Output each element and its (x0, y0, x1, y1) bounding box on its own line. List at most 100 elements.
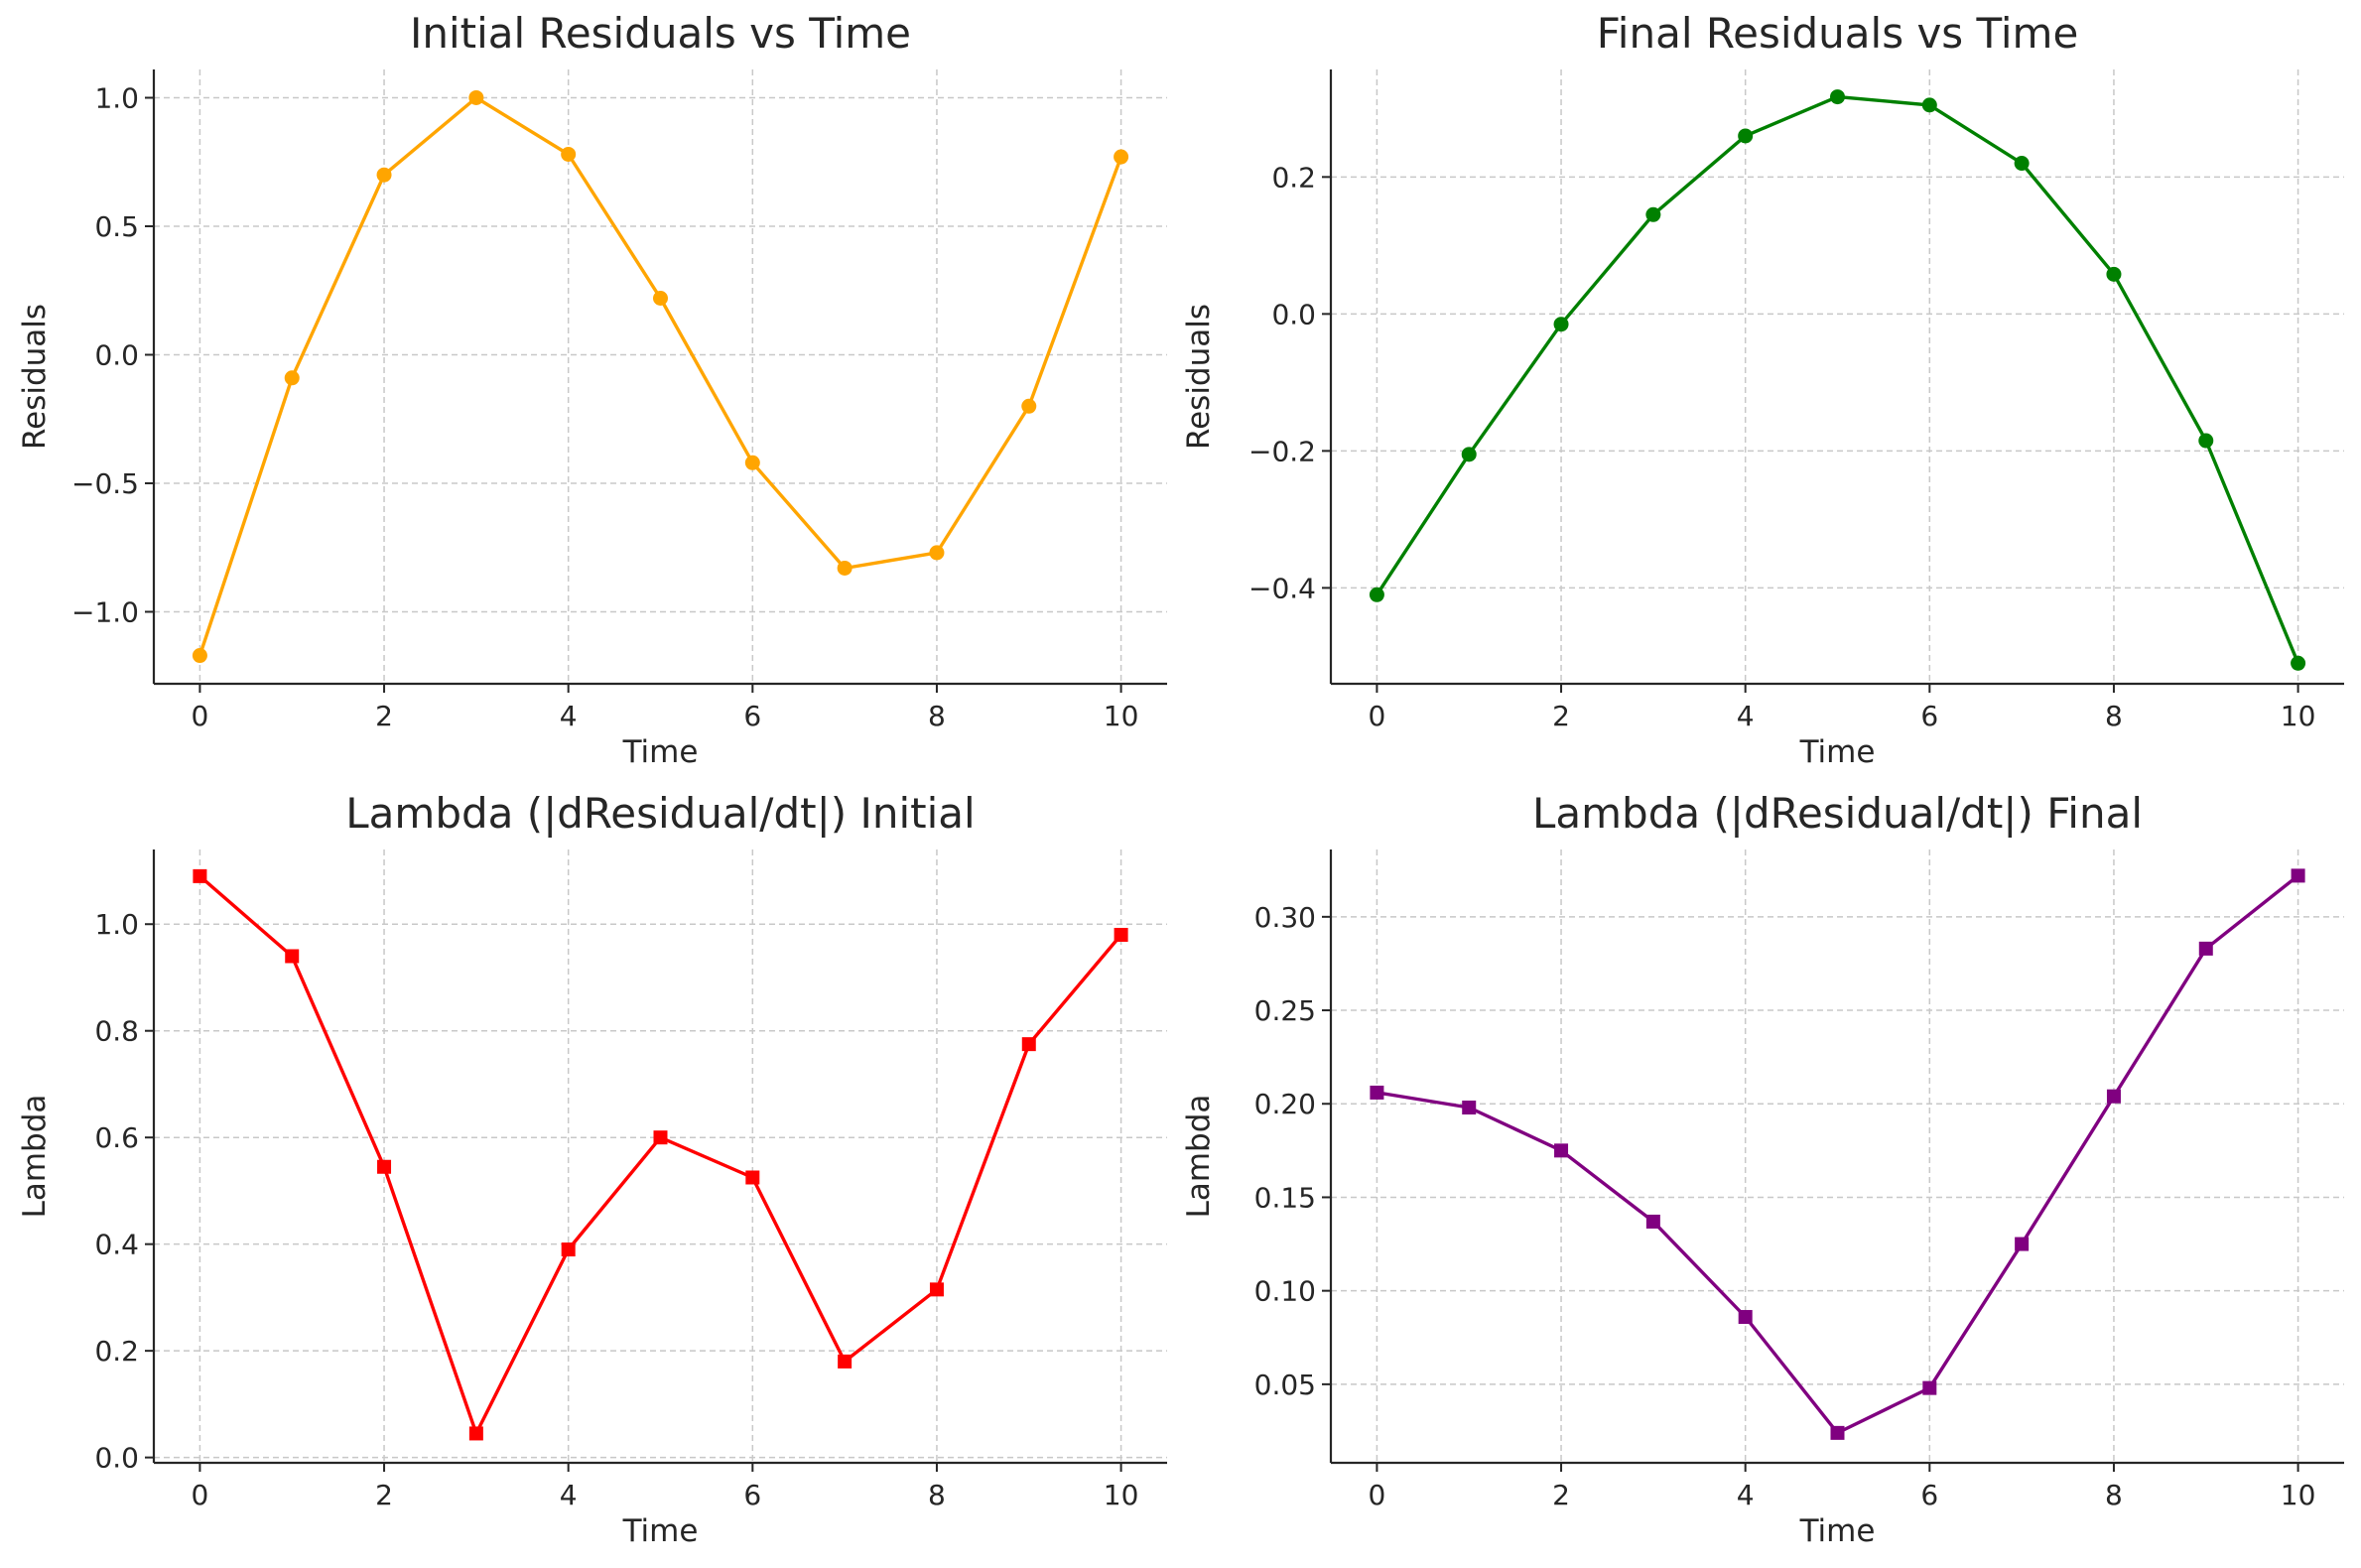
initial-residuals-y-tick-label: 0.0 (94, 338, 139, 371)
initial-residuals-y-tick-label: 1.0 (94, 81, 139, 114)
lambda-final-x-tick-label: 4 (1737, 1479, 1755, 1511)
lambda-initial-title: Lambda (|dResidual/dt|) Initial (345, 789, 975, 838)
final-residuals-data-point (1645, 206, 1661, 222)
initial-residuals-data-point (1021, 398, 1037, 414)
final-residuals-data-point (1830, 89, 1845, 105)
final-residuals-y-tick-label: 0.2 (1271, 161, 1316, 194)
lambda-initial-data-point (929, 1282, 944, 1297)
initial-residuals-x-tick-label: 4 (560, 700, 578, 732)
initial-residuals-data-point (929, 545, 945, 561)
lambda-initial-y-tick-label: 0.0 (94, 1442, 139, 1475)
lambda-initial-y-tick-label: 0.8 (94, 1015, 139, 1048)
final-residuals-x-axis-label: Time (1799, 734, 1876, 770)
lambda-initial-data-point (285, 949, 300, 964)
lambda-initial-data-point (745, 1170, 760, 1185)
lambda-final-x-tick-label: 10 (2281, 1479, 2316, 1511)
initial-residuals-x-tick-label: 0 (191, 700, 208, 732)
final-residuals-y-tick-label: −0.2 (1248, 435, 1316, 467)
final-residuals-x-tick-label: 8 (2105, 700, 2123, 732)
final-residuals-data-point (2106, 266, 2122, 282)
lambda-final-y-tick-label: 0.15 (1254, 1181, 1316, 1214)
final-residuals-data-point (2291, 655, 2306, 671)
lambda-final-x-tick-label: 0 (1368, 1479, 1385, 1511)
lambda-final-data-point (1830, 1425, 1845, 1440)
lambda-initial-y-tick-label: 0.6 (94, 1121, 139, 1154)
lambda-final-data-point (1738, 1310, 1753, 1325)
initial-residuals-data-point (1114, 149, 1129, 165)
initial-residuals-data-point (468, 89, 484, 105)
lambda-initial-y-tick-label: 0.4 (94, 1229, 139, 1261)
initial-residuals-y-tick-label: −0.5 (71, 467, 139, 500)
lambda-initial-y-tick-label: 1.0 (94, 908, 139, 941)
lambda-final-y-axis-label: Lambda (1181, 1095, 1217, 1219)
initial-residuals-data-point (192, 648, 207, 664)
lambda-final-data-point (1645, 1214, 1660, 1229)
final-residuals-data-point (2198, 433, 2214, 449)
final-residuals-x-tick-label: 0 (1368, 700, 1385, 732)
initial-residuals-x-axis-label: Time (622, 734, 699, 770)
final-residuals-x-tick-label: 2 (1552, 700, 1570, 732)
chart-lambda-initial: 0 2 4 6 8 10 0.0 0.2 0.4 0.6 0.8 1.0 Lambda (|dResid… (17, 789, 1167, 1549)
lambda-final-x-tick-label: 8 (2105, 1479, 2123, 1511)
initial-residuals-x-tick-label: 2 (375, 700, 393, 732)
lambda-initial-data-point (1114, 927, 1128, 942)
lambda-final-title: Lambda (|dResidual/dt|) Final (1532, 789, 2143, 838)
initial-residuals-title: Initial Residuals vs Time (410, 9, 911, 58)
lambda-final-y-tick-label: 0.05 (1254, 1369, 1316, 1401)
lambda-initial-data-point (838, 1354, 853, 1369)
lambda-initial-data-point (1021, 1037, 1036, 1052)
lambda-final-data-point (1462, 1101, 1477, 1115)
lambda-initial-data-point (468, 1426, 483, 1441)
final-residuals-title: Final Residuals vs Time (1597, 9, 2079, 58)
lambda-initial-y-tick-label: 0.2 (94, 1335, 139, 1368)
initial-residuals-data-point (284, 370, 300, 386)
initial-residuals-y-axis-label: Residuals (17, 304, 53, 450)
lambda-final-data-point (1554, 1143, 1569, 1158)
lambda-final-y-tick-label: 0.30 (1254, 901, 1316, 934)
final-residuals-data-point (1921, 97, 1937, 113)
lambda-initial-x-tick-label: 6 (743, 1479, 761, 1511)
lambda-initial-x-axis-label: Time (622, 1513, 699, 1549)
lambda-initial-data-point (653, 1130, 668, 1145)
final-residuals-data-point (1369, 587, 1384, 602)
lambda-initial-data-point (377, 1159, 392, 1174)
final-residuals-x-tick-label: 10 (2281, 700, 2316, 732)
lambda-initial-x-tick-label: 0 (191, 1479, 208, 1511)
lambda-final-data-point (1370, 1085, 1384, 1100)
chart-initial-residuals: 0 2 4 6 8 10 −1.0 −0.5 0.0 0.5 1.0 Initial Residual… (17, 9, 1167, 770)
lambda-final-x-axis-label: Time (1799, 1513, 1876, 1549)
lambda-final-data-point (2015, 1237, 2030, 1251)
chart-final-residuals: 0 2 4 6 8 10 −0.4 −0.2 0.0 0.2 Final Residuals vs … (1181, 9, 2344, 770)
final-residuals-y-tick-label: 0.0 (1271, 298, 1316, 330)
initial-residuals-data-point (837, 560, 853, 576)
final-residuals-x-tick-label: 4 (1737, 700, 1755, 732)
lambda-final-x-tick-label: 2 (1552, 1479, 1570, 1511)
initial-residuals-x-tick-label: 6 (743, 700, 761, 732)
lambda-final-data-point (2291, 868, 2305, 883)
final-residuals-y-axis-label: Residuals (1181, 304, 1217, 450)
final-residuals-data-point (1461, 447, 1477, 462)
lambda-initial-x-tick-label: 2 (375, 1479, 393, 1511)
lambda-final-data-point (1922, 1380, 1937, 1395)
initial-residuals-data-point (744, 455, 760, 470)
initial-residuals-y-tick-label: 0.5 (94, 210, 139, 243)
initial-residuals-data-point (376, 167, 392, 183)
lambda-final-y-tick-label: 0.25 (1254, 994, 1316, 1027)
lambda-initial-data-point (561, 1242, 576, 1257)
lambda-final-x-tick-label: 6 (1920, 1479, 1938, 1511)
initial-residuals-data-point (561, 146, 577, 162)
final-residuals-y-tick-label: −0.4 (1248, 572, 1316, 604)
final-residuals-data-point (1738, 128, 1754, 144)
lambda-initial-x-tick-label: 10 (1104, 1479, 1139, 1511)
initial-residuals-x-tick-label: 8 (928, 700, 946, 732)
chart-lambda-final: 0 2 4 6 8 10 0.05 0.10 0.15 0.20 0.25 0.30 Lambda (|… (1181, 789, 2344, 1549)
final-residuals-data-point (2014, 156, 2030, 172)
initial-residuals-x-tick-label: 10 (1104, 700, 1139, 732)
initial-residuals-y-tick-label: −1.0 (71, 595, 139, 628)
final-residuals-data-point (1553, 317, 1569, 332)
lambda-initial-data-point (193, 868, 207, 883)
lambda-final-data-point (2198, 941, 2213, 956)
lambda-final-y-tick-label: 0.20 (1254, 1088, 1316, 1120)
